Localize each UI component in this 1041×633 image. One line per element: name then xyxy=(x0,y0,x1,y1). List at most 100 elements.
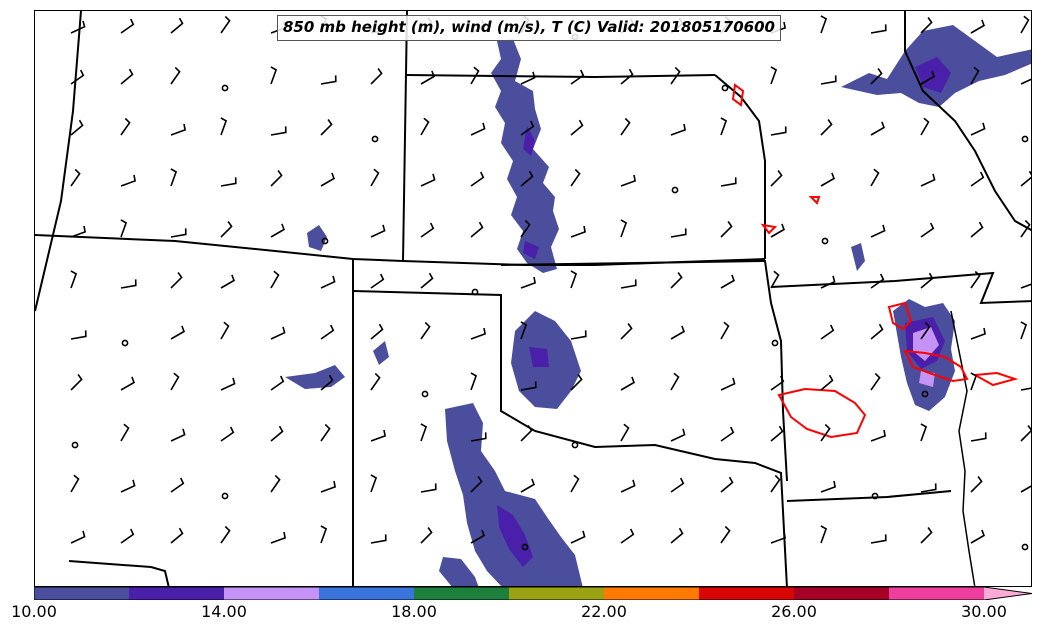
wind-barb xyxy=(420,173,436,187)
wind-barb xyxy=(220,525,231,544)
state-border xyxy=(35,11,82,312)
colorbar-tick-label: 30.00 xyxy=(961,602,1007,621)
wind-barb xyxy=(120,68,134,85)
wind-barb xyxy=(720,221,733,238)
wind-barb xyxy=(920,527,933,544)
height-contour xyxy=(808,196,821,205)
height-contour xyxy=(887,301,913,331)
wind-barb xyxy=(920,321,931,340)
wind-barb xyxy=(320,75,337,85)
height-contour xyxy=(760,223,778,235)
wind-barb xyxy=(720,274,735,289)
wind-barb xyxy=(670,123,687,136)
wind-barb xyxy=(1020,485,1031,493)
calm-wind-circle xyxy=(221,84,229,92)
height-contour xyxy=(731,83,745,107)
wind-barb xyxy=(270,170,283,187)
calm-wind-circle xyxy=(421,390,429,398)
wind-barb xyxy=(270,474,281,493)
wind-barb xyxy=(220,221,233,238)
wind-barb xyxy=(220,177,237,187)
temperature-shading-tx-band xyxy=(445,403,583,586)
map-panel xyxy=(34,10,1032,587)
wind-barb xyxy=(470,122,486,136)
wind-barb xyxy=(570,374,583,391)
wind-barb xyxy=(170,66,181,85)
calm-wind-circle xyxy=(871,492,879,500)
wind-barb xyxy=(670,527,684,544)
wind-barb xyxy=(1020,387,1031,391)
temperature-shading-band-north-core xyxy=(523,126,535,156)
colorbar-tick-label: 26.00 xyxy=(771,602,817,621)
wind-barb xyxy=(170,428,186,442)
height-contour xyxy=(971,371,1019,387)
wind-barb xyxy=(770,375,785,391)
wind-barb xyxy=(70,69,85,85)
wind-barb xyxy=(70,20,86,34)
wind-barb xyxy=(220,274,235,289)
state-border xyxy=(406,74,716,79)
wind-barb xyxy=(370,474,378,493)
calm-wind-circle xyxy=(321,237,329,245)
wind-barb xyxy=(620,423,630,442)
wind-barb xyxy=(870,273,885,289)
state-borders xyxy=(35,11,1031,586)
colorbar-tick-label: 18.00 xyxy=(391,602,437,621)
wind-barb xyxy=(670,66,681,85)
wind-barb xyxy=(320,525,328,544)
colorbar-segment xyxy=(794,587,889,600)
wind-barb xyxy=(70,225,87,238)
wind-barb xyxy=(870,24,887,34)
wind-barb xyxy=(370,273,385,289)
wind-barb xyxy=(170,477,185,493)
wind-barb xyxy=(120,279,137,289)
wind-barb xyxy=(520,321,528,340)
colorbar-tick-label: 10.00 xyxy=(11,602,57,621)
wind-barb xyxy=(670,372,680,391)
wind-barb xyxy=(520,478,535,493)
wind-barb xyxy=(620,528,635,544)
wind-barb xyxy=(520,425,533,442)
wind-barb xyxy=(70,270,78,289)
colorbar-segment xyxy=(319,587,414,600)
wind-barb xyxy=(370,168,380,187)
temperature-shading-co-blob xyxy=(307,225,327,251)
temperature-shading-ok-blob-core xyxy=(529,347,549,367)
wind-barb xyxy=(470,372,478,391)
wind-barb xyxy=(270,270,280,289)
wind-barb xyxy=(520,219,531,238)
temperature-shading-nm-blob xyxy=(373,341,389,365)
wind-barb xyxy=(570,474,580,493)
wind-barb xyxy=(70,530,86,544)
wind-barb xyxy=(720,177,737,187)
wind-barb xyxy=(770,425,784,442)
wind-barb xyxy=(1020,170,1031,187)
wind-barb xyxy=(420,272,434,289)
wind-barb xyxy=(170,123,187,136)
calm-wind-circle xyxy=(821,237,829,245)
wind-barb xyxy=(870,534,887,544)
wind-barb xyxy=(170,272,183,289)
calm-wind-circle xyxy=(771,339,779,347)
calm-wind-circle xyxy=(571,441,579,449)
calm-wind-circle xyxy=(471,288,479,296)
wind-barb xyxy=(970,270,981,289)
wind-barb xyxy=(70,119,84,136)
wind-barb xyxy=(920,117,930,136)
wind-barb xyxy=(270,326,286,340)
wind-barb xyxy=(620,68,634,85)
colorbar-segment xyxy=(129,587,224,600)
wind-barb xyxy=(970,327,987,340)
wind-barb xyxy=(270,66,278,85)
wind-barb xyxy=(570,530,586,544)
wind-barb xyxy=(970,432,987,442)
wind-barb xyxy=(470,529,485,544)
wind-barb xyxy=(670,477,685,493)
wind-barb xyxy=(970,529,985,544)
temperature-shading-band-north xyxy=(491,39,559,273)
wind-barb xyxy=(320,275,336,289)
wind-barb xyxy=(370,429,387,442)
wind-barb xyxy=(570,168,581,187)
wind-barb xyxy=(920,272,934,289)
colorbar-segment xyxy=(699,587,794,600)
